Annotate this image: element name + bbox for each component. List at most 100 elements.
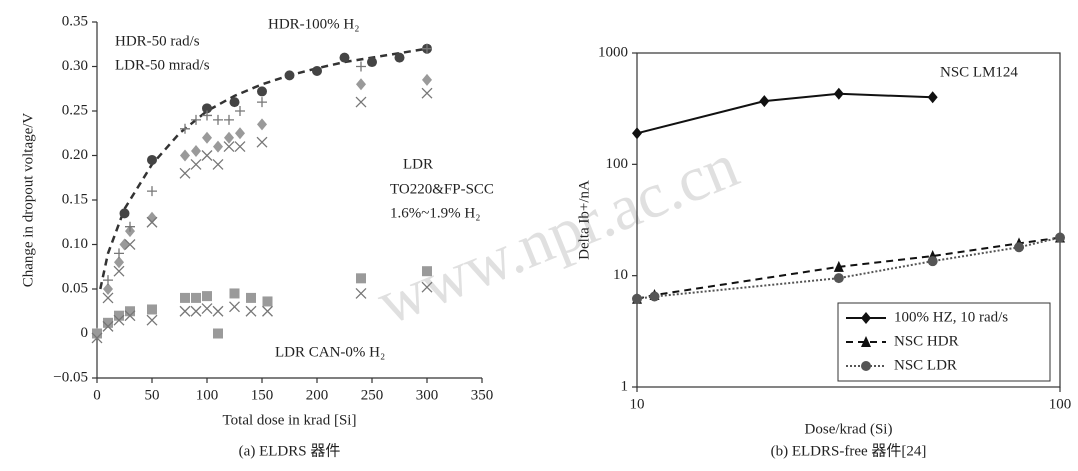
marker [147,186,157,197]
marker [246,292,256,303]
marker [102,320,114,332]
marker [422,266,432,277]
marker [114,310,124,321]
marker [245,305,257,317]
y-tick-label: 0.05 [62,280,88,296]
marker [229,301,240,313]
marker [356,78,366,91]
marker [119,208,130,219]
x-tick-label: 0 [93,387,101,403]
marker [223,141,235,153]
marker [212,158,224,170]
annotation: LDR [403,156,433,172]
marker [229,288,240,299]
marker [256,136,268,148]
marker [312,65,322,76]
x-tick-label: 50 [145,387,160,403]
marker [146,314,158,326]
marker [759,95,770,108]
marker [421,281,433,293]
marker [147,211,157,224]
y-tick-label: 10 [613,267,628,283]
legend-label: NSC LDR [894,357,957,373]
y-tick-label: 0.10 [62,236,88,252]
marker [833,260,844,272]
marker [103,283,113,295]
marker [262,296,273,307]
marker [147,304,157,315]
legend-label: NSC HDR [894,333,959,349]
marker [257,118,267,131]
marker [833,87,844,100]
series-line [636,236,1061,300]
annotation: HDR-50 rad/s [115,33,200,49]
marker [179,305,191,317]
marker [927,91,938,104]
marker [284,70,295,81]
marker [1014,242,1025,253]
y-tick-label: 1000 [598,44,628,60]
y-tick-label: 0.20 [62,147,88,163]
marker [125,306,135,317]
marker [180,123,190,134]
marker [355,96,367,108]
annotation: TO220&FP-SCC [390,181,494,197]
annotation: LDR-50 mrad/s [115,57,210,73]
y-axis-label: Change in dropout voltage/V [20,113,36,288]
marker [213,140,223,153]
y-axis-label: Delta Ib+/nA [576,180,592,260]
marker [235,106,245,116]
marker [257,97,267,108]
x-axis-label: Total dose in krad [Si] [223,412,357,428]
marker [234,141,246,153]
legend-label: 100% HZ, 10 rad/s [894,309,1008,325]
caption: (a) ELDRS 器件 [239,442,341,459]
marker [202,110,212,121]
marker [103,317,113,328]
marker [235,127,245,140]
marker [124,239,136,250]
x-tick-label: 100 [196,387,219,403]
marker [114,248,124,259]
marker [180,292,190,303]
marker [262,305,273,317]
x-tick-label: 10 [630,396,645,412]
marker [201,303,213,315]
series-line [99,47,428,290]
x-tick-label: 150 [251,387,274,403]
marker [213,328,223,339]
marker [146,216,158,228]
marker [257,86,267,97]
marker [861,336,871,347]
y-tick-label: 0.25 [62,102,88,118]
marker [202,291,212,302]
marker [190,305,202,317]
marker [833,273,844,284]
marker [394,52,405,63]
marker [229,97,240,108]
marker [213,114,223,125]
marker [632,127,642,140]
marker [421,87,433,99]
marker [147,154,157,165]
series-line [636,236,1061,300]
marker [224,131,234,144]
marker [114,256,124,269]
y-tick-label: 0 [81,325,89,341]
y-tick-label: 0.30 [62,58,88,74]
marker [113,314,125,326]
marker [927,256,938,267]
marker [355,287,367,299]
y-tick-label: 0.35 [62,13,88,29]
marker [103,275,113,286]
x-tick-label: 100 [1049,396,1072,412]
marker [92,328,102,339]
marker [224,114,234,125]
marker [113,265,125,277]
annotation: NSC LM124 [940,64,1018,80]
marker [422,73,432,86]
marker [191,114,201,125]
marker [202,131,212,144]
x-tick-label: 300 [416,387,439,403]
